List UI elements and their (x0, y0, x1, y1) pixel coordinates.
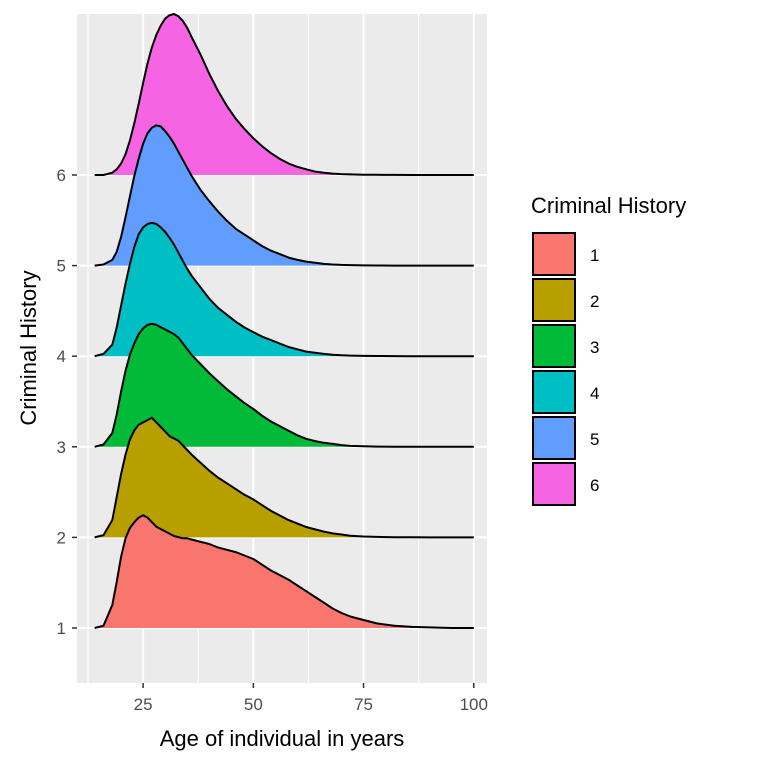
legend-label-1: 1 (590, 246, 599, 265)
legend-key-3 (532, 324, 576, 368)
y-axis-title: Criminal History (16, 270, 41, 425)
y-tick-label-1: 1 (57, 619, 66, 638)
density-ridges (94, 13, 474, 629)
ridge-outline-5 (94, 124, 474, 267)
legend-key-5 (532, 416, 576, 460)
legend-label-6: 6 (590, 476, 599, 495)
x-axis-title: Age of individual in years (160, 726, 405, 751)
ridge-fill-5 (94, 125, 474, 266)
ridge-outline-3 (94, 322, 474, 448)
y-tick-label-2: 2 (57, 528, 66, 547)
x-axis: 25 50 75 100 (134, 683, 488, 714)
legend-label-5: 5 (590, 430, 599, 449)
legend: Criminal History 1 2 3 4 5 6 (531, 193, 686, 506)
y-tick-label-4: 4 (57, 347, 66, 366)
legend-key-1 (532, 232, 576, 276)
x-tick-label-50: 50 (244, 695, 263, 714)
legend-key-6 (532, 462, 576, 506)
ridge-outline-6 (94, 13, 474, 176)
x-tick-label-25: 25 (134, 695, 153, 714)
ridge-fill-2 (94, 417, 474, 538)
y-tick-label-6: 6 (57, 166, 66, 185)
y-axis: 1 2 3 4 5 6 (57, 166, 77, 638)
legend-label-3: 3 (590, 338, 599, 357)
legend-title: Criminal History (531, 193, 686, 218)
x-tick-label-100: 100 (460, 695, 488, 714)
ridge-fill-6 (94, 14, 474, 175)
legend-key-2 (532, 278, 576, 322)
y-tick-label-3: 3 (57, 438, 66, 457)
y-tick-label-5: 5 (57, 257, 66, 276)
ridge-outline-4 (94, 221, 474, 358)
x-tick-label-75: 75 (354, 695, 373, 714)
legend-key-4 (532, 370, 576, 414)
ridge-fill-1 (94, 515, 474, 628)
ridge-fill-3 (94, 323, 474, 447)
legend-label-4: 4 (590, 384, 599, 403)
legend-label-2: 2 (590, 292, 599, 311)
ridge-outline-1 (94, 514, 474, 629)
ridge-outline-2 (94, 416, 474, 539)
ridge-fill-4 (94, 222, 474, 357)
